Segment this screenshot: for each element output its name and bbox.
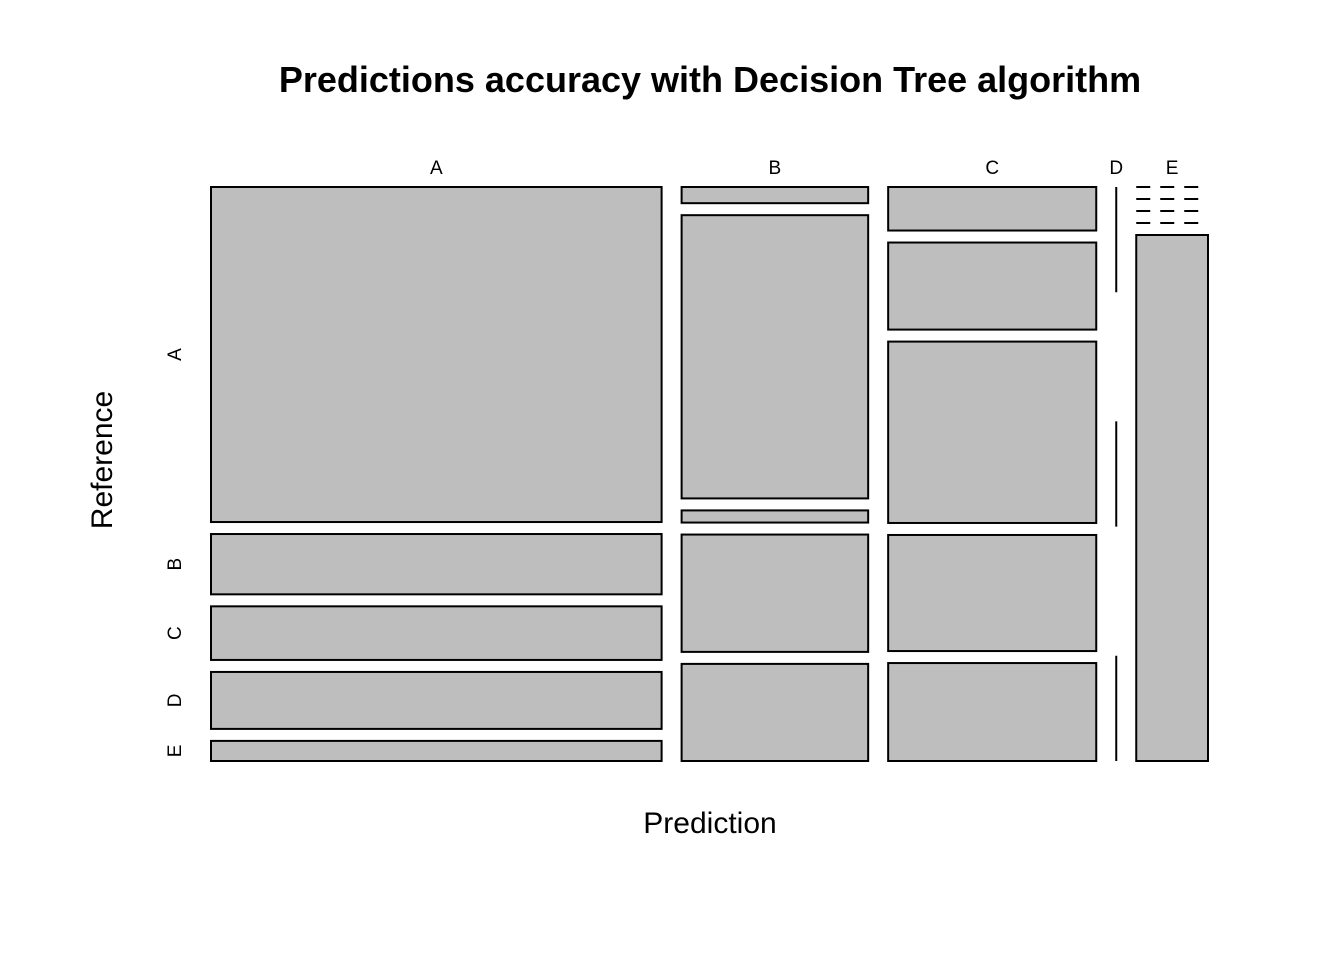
y-tick-label-c: C: [165, 626, 186, 640]
x-tick-label-c: C: [985, 158, 999, 179]
x-tick-label-b: B: [769, 158, 782, 179]
tile-pred-a-ref-a: [210, 186, 663, 524]
x-axis-title: Prediction: [643, 807, 776, 840]
x-tick-label-a: A: [430, 158, 443, 179]
tile-pred-b-ref-e: [680, 662, 870, 763]
tiles-layer: [210, 186, 1210, 763]
tile-pred-a-ref-e: [210, 739, 663, 762]
tile-pred-b-ref-d: [680, 533, 870, 653]
ticks-layer: A B C D E A B C D E: [165, 158, 1178, 757]
tile-pred-b-ref-a: [680, 186, 870, 205]
tile-pred-b-ref-c: [680, 509, 870, 524]
tile-pred-b-ref-b: [680, 214, 870, 500]
y-axis-title: Reference: [86, 391, 119, 529]
x-tick-label-d: D: [1109, 158, 1123, 179]
tile-pred-c-ref-d: [887, 533, 1098, 653]
x-tick-label-e: E: [1166, 158, 1179, 179]
y-tick-label-b: B: [165, 558, 186, 571]
y-tick-label-a: A: [165, 348, 186, 361]
tile-pred-e-ref-e: [1135, 234, 1210, 762]
tile-pred-c-ref-b: [887, 241, 1098, 331]
tile-pred-a-ref-b: [210, 533, 663, 596]
y-tick-label-e: E: [165, 745, 186, 758]
y-tick-label-d: D: [165, 694, 186, 708]
tile-pred-c-ref-a: [887, 186, 1098, 232]
tile-pred-a-ref-c: [210, 605, 663, 661]
tile-pred-c-ref-e: [887, 662, 1098, 762]
chart-title: Predictions accuracy with Decision Tree …: [279, 59, 1141, 100]
tile-pred-a-ref-d: [210, 670, 663, 730]
tile-pred-c-ref-c: [887, 340, 1098, 524]
